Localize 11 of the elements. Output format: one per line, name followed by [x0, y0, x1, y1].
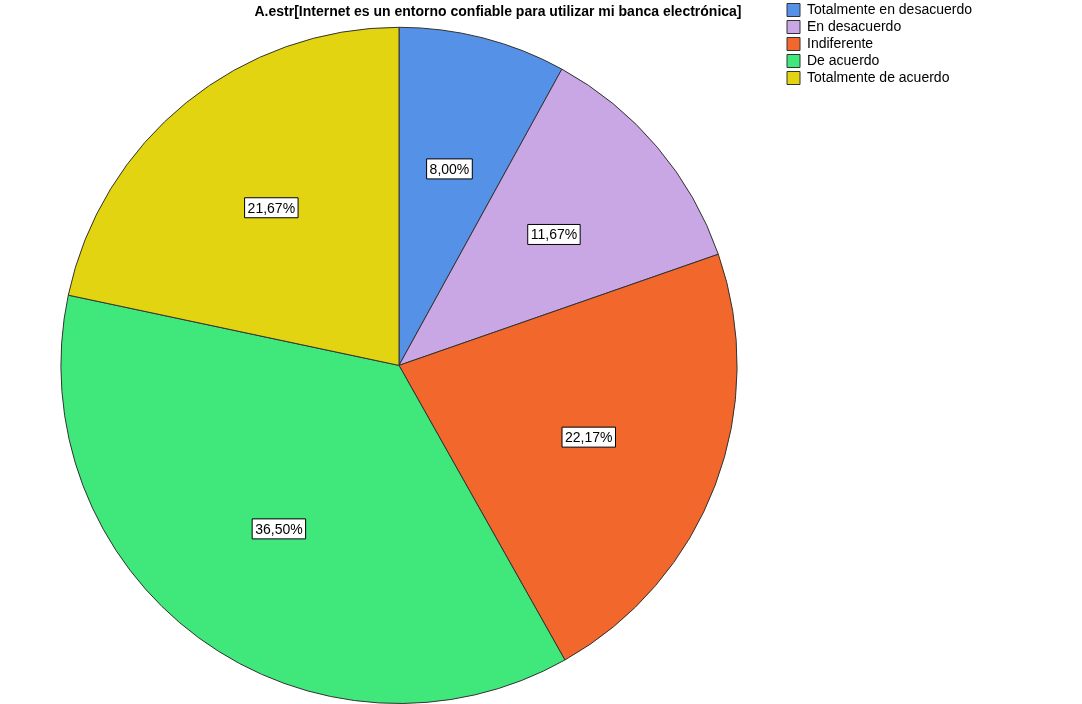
legend-label: En desacuerdo [807, 17, 902, 34]
chart-title: A.estr[Internet es un entorno confiable para utilizar mi banca electrónica] [254, 3, 742, 20]
legend-label: Indiferente [807, 34, 874, 51]
data-label: 22,17% [565, 428, 613, 445]
data-label: 8,00% [429, 160, 470, 177]
legend-label: De acuerdo [807, 51, 880, 68]
data-label: 36,50% [255, 520, 303, 537]
data-label: 11,67% [530, 226, 578, 243]
legend-label: Totalmente de acuerdo [807, 68, 950, 85]
legend-label: Totalmente en desacuerdo [807, 0, 973, 17]
data-label: 21,67% [247, 199, 296, 216]
